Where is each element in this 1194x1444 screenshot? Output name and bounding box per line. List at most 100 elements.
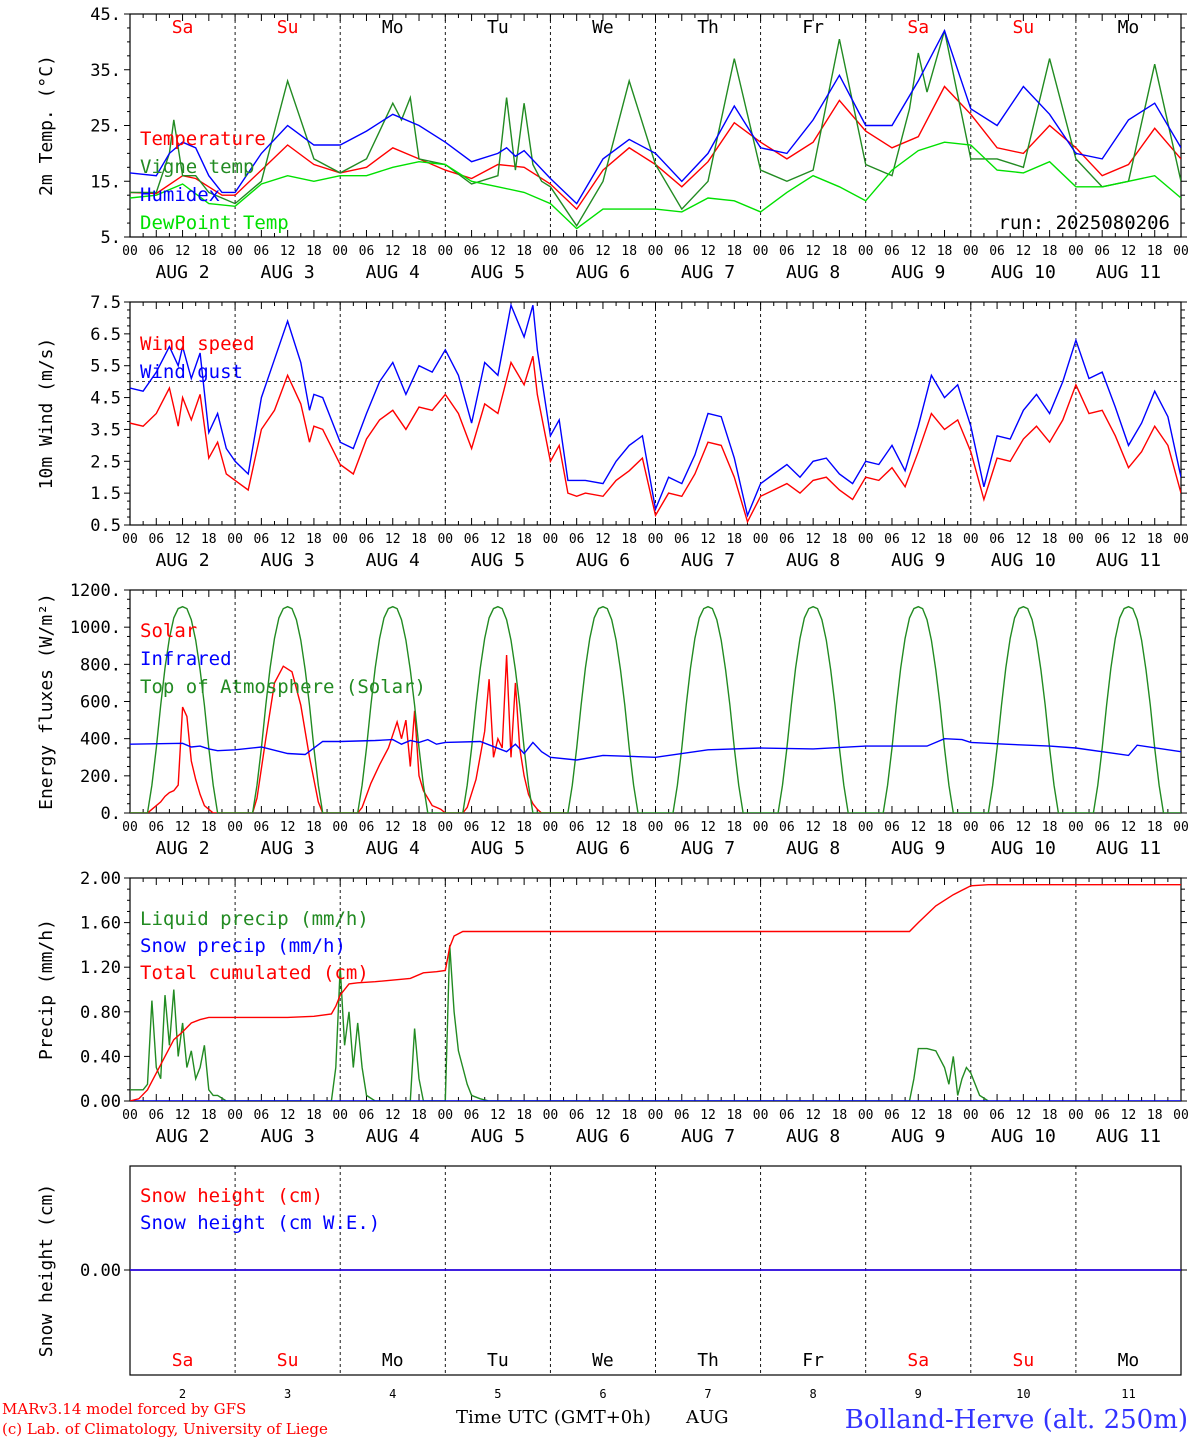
energy-hour-label: 06 [674,820,690,835]
wind-ylabel: 10m Wind (m/s) [36,338,57,490]
energy-hour-label: 06 [989,820,1005,835]
snow-day-number: 3 [284,1387,291,1401]
precip-hour-label: 00 [648,1108,664,1123]
temp-hour-label: 18 [1042,244,1058,259]
energy-hour-label: 12 [805,820,821,835]
energy-hour-label: 18 [201,820,217,835]
wind-hour-label: 00 [963,532,979,547]
wind-ytick-label: 6.5 [90,325,121,345]
wind-hour-label: 18 [937,532,953,547]
temp-hour-label: 12 [280,244,296,259]
snow-day-number: 9 [915,1387,922,1401]
precip-hour-label: 00 [437,1108,453,1123]
temp-hour-label: 12 [490,244,506,259]
temp-hour-label: 06 [674,244,690,259]
x-axis-month: AUG [685,1407,729,1428]
energy-hour-label: 18 [1042,820,1058,835]
temp-weekday-label: Mo [382,17,404,38]
temp-series-dewpoint-temp [130,141,1181,230]
snow-day-number: 4 [389,1387,396,1401]
energy-hour-label: 00 [648,820,664,835]
panel-energy: 0. 200. 400. 600. 800. 1000. 1200. Energy fluxe… [36,581,1189,859]
wind-hour-label: 06 [1094,532,1110,547]
wind-ytick-label: 7.5 [90,293,121,313]
wind-date-label: AUG 11 [1096,550,1161,571]
energy-hour-label: 00 [1173,820,1189,835]
temp-weekday-label: Sa [907,17,929,38]
energy-series-solar [130,654,568,813]
energy-hour-label: 12 [700,820,716,835]
precip-hour-label: 06 [674,1108,690,1123]
wind-hour-label: 00 [543,532,559,547]
temp-weekday-label: Fr [802,17,824,38]
energy-date-label: AUG 9 [891,838,945,859]
snow-day-number: 11 [1121,1387,1135,1401]
temp-hour-label: 06 [254,244,270,259]
temp-series-temperature [130,85,1181,211]
precip-ytick-label: 1.60 [80,914,121,934]
wind-ytick-label: 2.5 [90,452,121,472]
temp-hour-label: 06 [148,244,164,259]
snow-ytick-label: 0.00 [80,1261,121,1281]
energy-hour-label: 18 [726,820,742,835]
precip-date-label: AUG 10 [991,1126,1056,1147]
precip-ytick-label: 1.20 [80,958,121,978]
wind-hour-label: 00 [227,532,243,547]
footer-model-text: MARv3.14 model forced by GFS [2,1400,246,1418]
temp-hour-label: 12 [595,244,611,259]
precip-ytick-label: 2.00 [80,869,121,889]
precip-series-liquid-precip-mm-h [130,944,989,1101]
precip-hour-label: 00 [332,1108,348,1123]
energy-series-top-of-atmosphere-solar [130,605,1181,813]
precip-legend-entry: Total cumulated (cm) [140,962,369,984]
panel-precip: 0.00 0.40 0.80 1.20 1.60 2.00 Precip (mm/h) Liq… [36,869,1189,1147]
snow-legend-entry: Snow height (cm W.E.) [140,1212,380,1234]
temp-hour-label: 00 [963,244,979,259]
energy-ytick-label: 200. [80,767,121,787]
snow-weekday-label: Fr [802,1350,824,1371]
temp-hour-label: 00 [122,244,138,259]
x-axis-title: Time UTC (GMT+0h) [456,1407,651,1428]
energy-hour-label: 00 [437,820,453,835]
energy-ytick-label: 600. [80,693,121,713]
precip-ylabel: Precip (mm/h) [36,919,57,1060]
precip-hour-label: 06 [1094,1108,1110,1123]
temp-ytick-label: 45. [90,5,121,25]
precip-hour-label: 12 [700,1108,716,1123]
wind-date-label: AUG 9 [891,550,945,571]
wind-hour-label: 06 [359,532,375,547]
wind-date-label: AUG 5 [471,550,525,571]
precip-hour-label: 06 [148,1108,164,1123]
temp-ytick-label: 15. [90,172,121,192]
energy-hour-label: 18 [306,820,322,835]
temp-legend-entry: Vigne temp [140,156,254,178]
precip-date-label: AUG 7 [681,1126,735,1147]
energy-hour-label: 18 [1147,820,1163,835]
precip-hour-label: 12 [1016,1108,1032,1123]
energy-hour-label: 12 [1121,820,1137,835]
temp-date-label: AUG 10 [991,262,1056,283]
temp-date-label: AUG 7 [681,262,735,283]
wind-hour-label: 12 [175,532,191,547]
temp-date-label: AUG 6 [576,262,630,283]
wind-hour-label: 06 [884,532,900,547]
temp-weekday-label: Su [1013,17,1035,38]
wind-hour-label: 12 [1016,532,1032,547]
precip-hour-label: 00 [543,1108,559,1123]
temp-date-label: AUG 4 [366,262,420,283]
temp-hour-label: 00 [1173,244,1189,259]
precip-hour-label: 18 [832,1108,848,1123]
precip-hour-label: 06 [464,1108,480,1123]
energy-legend-entry: Solar [140,620,197,642]
temp-ylabel: 2m Temp. (°C) [36,55,57,196]
energy-hour-label: 18 [832,820,848,835]
wind-hour-label: 12 [595,532,611,547]
precip-date-label: AUG 4 [366,1126,420,1147]
precip-hour-label: 06 [359,1108,375,1123]
temp-hour-label: 06 [464,244,480,259]
precip-hour-label: 00 [227,1108,243,1123]
wind-ytick-label: 0.5 [90,516,121,536]
precip-hour-label: 12 [1121,1108,1137,1123]
temp-hour-label: 00 [332,244,348,259]
snow-weekday-label: Mo [1118,1350,1140,1371]
